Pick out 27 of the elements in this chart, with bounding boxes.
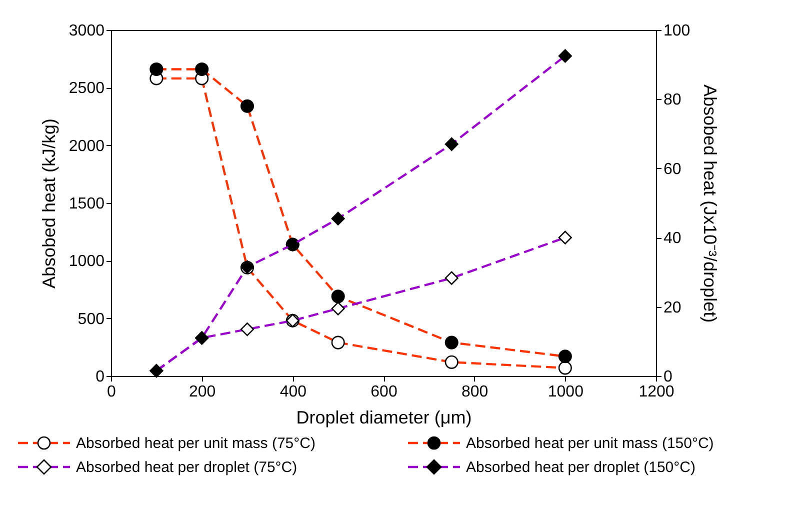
- y2-tick-label: 60: [664, 160, 682, 178]
- y-tick-label: 1000: [68, 253, 105, 270]
- x-tick-label: 0: [107, 384, 116, 400]
- y2-tick-label: 100: [664, 22, 690, 40]
- x-tick-label: 200: [188, 384, 216, 400]
- legend-label: Absorbed heat per unit mass (150°C): [466, 434, 714, 452]
- x-tick-label: 600: [370, 384, 398, 400]
- x-tick-label: 400: [280, 384, 307, 400]
- x-tick-label: 1000: [548, 384, 584, 400]
- y2-tick-label: 80: [664, 92, 682, 109]
- y-axis-title: Absobed heat (kJ/kg): [38, 118, 59, 289]
- y-tick-label: 3000: [68, 22, 105, 40]
- y-tick-label: 1500: [68, 196, 105, 212]
- x-tick-label: 800: [461, 384, 488, 400]
- x-tick-label: 1200: [638, 384, 674, 400]
- y2-tick-label: 40: [664, 230, 682, 248]
- y-tick-label: 0: [96, 368, 105, 386]
- y-tick-label: 2000: [68, 138, 105, 155]
- legend-label: Absorbed heat per droplet (75°C): [76, 458, 298, 476]
- legend-label: Absorbed heat per unit mass (75°C): [76, 434, 316, 452]
- legend-label: Absorbed heat per droplet (150°C): [466, 458, 696, 476]
- y-tick-label: 2500: [68, 80, 105, 98]
- y2-tick-label: 0: [664, 368, 672, 386]
- y-tick-label: 500: [78, 310, 105, 328]
- y2-tick-label: 20: [664, 299, 682, 316]
- y2-axis-title: Absobed heat (Jx10⁻³/droplet): [700, 84, 720, 323]
- x-axis-title: Droplet diameter (μm): [296, 408, 472, 428]
